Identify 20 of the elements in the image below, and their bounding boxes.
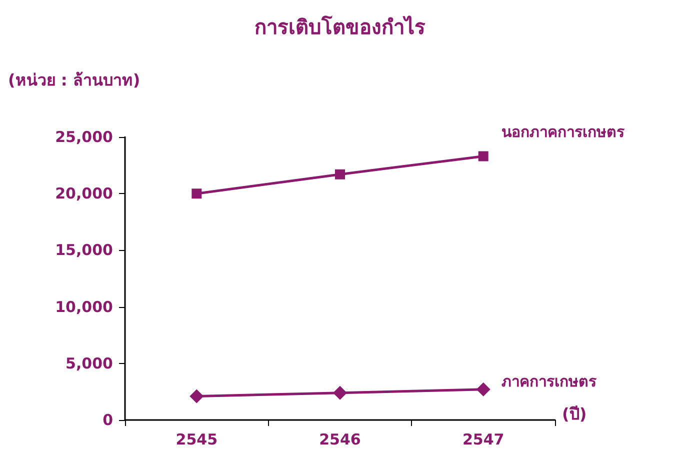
y-tick-label: 25,000 xyxy=(55,128,113,146)
y-tick-label: 20,000 xyxy=(55,184,113,203)
y-tick-label: 0 xyxy=(102,411,113,429)
y-tick-label: 15,000 xyxy=(55,241,113,260)
x-tick-label: 2546 xyxy=(319,430,361,448)
y-tick-label: 5,000 xyxy=(66,354,113,372)
point xyxy=(478,151,488,162)
series-label: ภาคการเกษตร xyxy=(501,372,598,390)
point xyxy=(476,382,490,396)
series-label: นอกภาคการเกษตร xyxy=(501,123,626,142)
x-axis-title: (ปี) xyxy=(562,404,587,424)
point xyxy=(190,389,204,404)
point xyxy=(335,169,345,180)
y-tick-label: 10,000 xyxy=(55,298,113,316)
y-axis-title: (หน่วย : ล้านบาท) xyxy=(8,70,140,90)
chart-title: การเติบโตของกำไร xyxy=(254,15,426,39)
x-tick-label: 2545 xyxy=(176,430,218,448)
x-tick-label: 2547 xyxy=(462,430,504,448)
point xyxy=(333,386,347,400)
point xyxy=(192,188,202,199)
